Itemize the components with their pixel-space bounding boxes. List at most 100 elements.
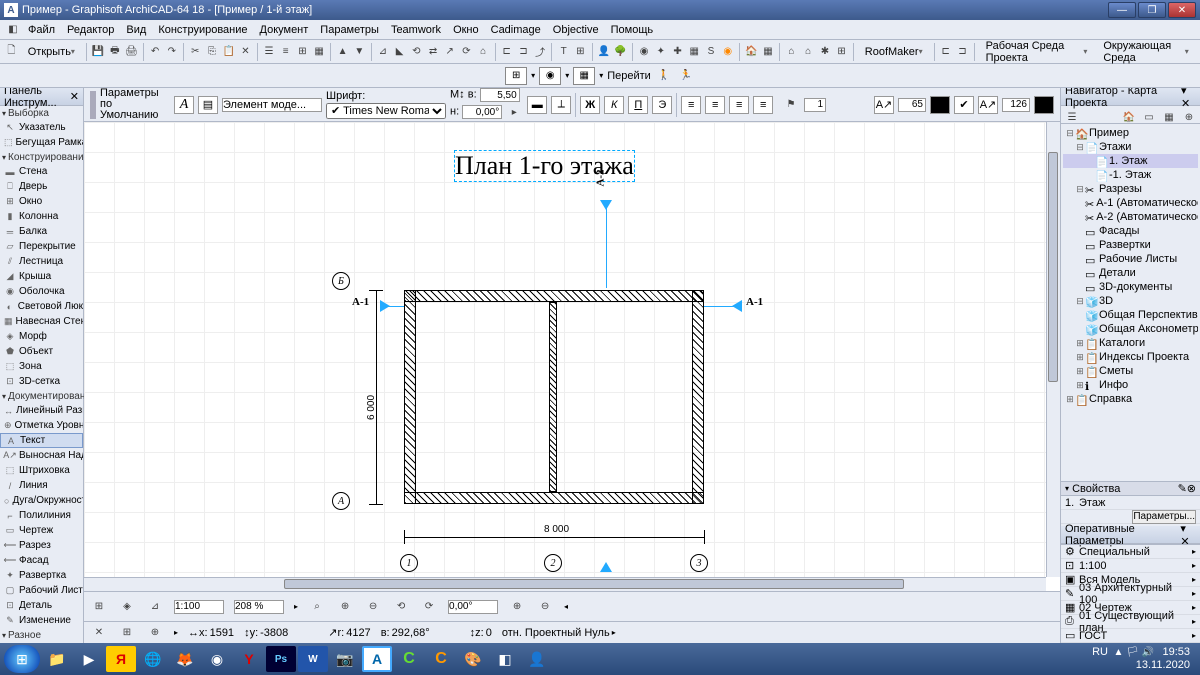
angle-input[interactable] (462, 105, 502, 119)
t31-icon[interactable]: ✱ (818, 43, 833, 61)
t7-icon[interactable]: ⊿ (376, 43, 391, 61)
t25-icon[interactable]: S (704, 43, 719, 61)
infobox-layer-button[interactable]: ▤ (198, 96, 218, 114)
tool-Рабочий Лист[interactable]: ▢Рабочий Лист (0, 583, 83, 598)
paste-icon[interactable]: 📋 (221, 43, 236, 61)
tool-Колонна[interactable]: ▮Колонна (0, 209, 83, 224)
op-Специальный[interactable]: ⚙Специальный▸ (1061, 545, 1200, 559)
save-icon[interactable]: 💾 (91, 43, 106, 61)
tree--1. Этаж[interactable]: 📄-1. Этаж (1063, 168, 1198, 182)
tree-Инфо[interactable]: ⊞ℹИнфо (1063, 378, 1198, 392)
t11-icon[interactable]: ↗ (442, 43, 457, 61)
start-button[interactable]: ⊞ (4, 645, 40, 673)
zoom-out-icon[interactable]: ⊖ (364, 598, 382, 616)
t3-icon[interactable]: ⊞ (295, 43, 310, 61)
surround-button[interactable]: Окружающая Среда (1096, 43, 1195, 61)
tool-Дверь[interactable]: ⎕Дверь (0, 179, 83, 194)
tb-ps-icon[interactable]: Ps (266, 646, 296, 672)
cb1-icon[interactable]: ✕ (90, 624, 108, 642)
tool-Текст[interactable]: AТекст (0, 433, 83, 448)
tree-Рабочие Листы[interactable]: ▭Рабочие Листы (1063, 252, 1198, 266)
tree-Этажи[interactable]: ⊟📄Этажи (1063, 140, 1198, 154)
menu-edit[interactable]: Редактор (61, 24, 120, 36)
flag-icon[interactable]: ⚑ (782, 96, 800, 114)
tool-Штриховка[interactable]: ⬚Штриховка (0, 463, 83, 478)
t34-icon[interactable]: ⊐ (955, 43, 970, 61)
align-btn1[interactable]: ▬ (527, 96, 547, 114)
tb-ybrowser-icon[interactable]: Y (234, 646, 264, 672)
swatch1[interactable] (930, 96, 950, 114)
v-scrollbar[interactable] (1046, 122, 1060, 577)
align-center-button[interactable]: ≡ (705, 96, 725, 114)
tb-media-icon[interactable]: ▶ (74, 646, 104, 672)
tree-3D-документы[interactable]: ▭3D-документы (1063, 280, 1198, 294)
sb-ang-icon[interactable]: ⊕ (508, 598, 526, 616)
nav-walk-icon[interactable]: 🏃 (677, 67, 695, 85)
t2-icon[interactable]: ≡ (278, 43, 293, 61)
new-icon[interactable]: 🗋 (4, 43, 19, 61)
zoom-fit-icon[interactable]: ⌕ (308, 598, 326, 616)
tree-Общая Перспектива[interactable]: 🧊Общая Перспектива (1063, 308, 1198, 322)
canvas[interactable]: План 1-го этажа 8 000 6 000 (84, 122, 1060, 591)
zoom-input[interactable] (234, 600, 284, 614)
swatch2[interactable] (1034, 96, 1054, 114)
tree-3D[interactable]: ⊟🧊3D (1063, 294, 1198, 308)
tree-1. Этаж[interactable]: 📄1. Этаж (1063, 154, 1198, 168)
tb-chrome-icon[interactable]: 🌐 (138, 646, 168, 672)
tb-app4-icon[interactable]: 👤 (522, 646, 552, 672)
sb3-icon[interactable]: ⊿ (146, 598, 164, 616)
menu-options[interactable]: Параметры (314, 24, 385, 36)
tool-Развертка[interactable]: ✦Развертка (0, 568, 83, 583)
tree-Детали[interactable]: ▭Детали (1063, 266, 1198, 280)
infobox-element-button[interactable]: Элемент моде... (222, 98, 322, 112)
t29-icon[interactable]: ⌂ (784, 43, 799, 61)
toolcat-document[interactable]: Документирование (0, 389, 83, 403)
align-just-button[interactable]: ≡ (753, 96, 773, 114)
t33-icon[interactable]: ⊏ (938, 43, 953, 61)
tool-Оболочка[interactable]: ◉Оболочка (0, 284, 83, 299)
tb-archicad-icon[interactable]: A (362, 646, 392, 672)
t14-icon[interactable]: ⊏ (499, 43, 514, 61)
align-right-button[interactable]: ≡ (729, 96, 749, 114)
t24-icon[interactable]: ▦ (687, 43, 702, 61)
font-select[interactable]: ✔ Times New RomanTimes New Roman (326, 103, 446, 119)
tool-panel-close-icon[interactable]: ✕ (70, 90, 79, 103)
cb2-icon[interactable]: ⊞ (118, 624, 136, 642)
cut-icon[interactable]: ✂ (188, 43, 203, 61)
t30-icon[interactable]: ⌂ (801, 43, 816, 61)
t28-icon[interactable]: ▦ (761, 43, 776, 61)
tool-Лестница[interactable]: ⫽Лестница (0, 254, 83, 269)
t6-icon[interactable]: ▼ (352, 43, 367, 61)
maximize-button[interactable]: ❐ (1138, 2, 1166, 18)
tree-Развертки[interactable]: ▭Развертки (1063, 238, 1198, 252)
op-ГОСТ[interactable]: ▭ГОСТ▸ (1061, 629, 1200, 643)
menu-view[interactable]: Вид (120, 24, 152, 36)
tool-Навесная Стена[interactable]: ▦Навесная Стена (0, 314, 83, 329)
tree-Разрезы[interactable]: ⊟✂Разрезы (1063, 182, 1198, 196)
menu-teamwork[interactable]: Teamwork (385, 24, 447, 36)
t13-icon[interactable]: ⌂ (476, 43, 491, 61)
t10-icon[interactable]: ⇄ (426, 43, 441, 61)
t18-icon[interactable]: ⊞ (573, 43, 588, 61)
infobox-a-button[interactable]: A (174, 96, 194, 114)
menu-help[interactable]: Помощь (605, 24, 660, 36)
menu-document[interactable]: Документ (254, 24, 315, 36)
t26-icon[interactable]: ◉ (720, 43, 735, 61)
toolcat-construction[interactable]: Конструирование (0, 150, 83, 164)
pen1-input[interactable] (898, 98, 926, 112)
tool-Зона[interactable]: ⬚Зона (0, 359, 83, 374)
t27-icon[interactable]: 🏠 (744, 43, 759, 61)
align-btn2[interactable]: ⟂ (551, 96, 571, 114)
undo-icon[interactable]: ↶ (148, 43, 163, 61)
tb-yandex-icon[interactable]: Я (106, 646, 136, 672)
view1-button[interactable]: ⊞ (505, 67, 527, 85)
tb-app2-icon[interactable]: 🎨 (458, 646, 488, 672)
tb-app3-icon[interactable]: ◧ (490, 646, 520, 672)
tool-Морф[interactable]: ◈Морф (0, 329, 83, 344)
tool-Линия[interactable]: /Линия (0, 478, 83, 493)
tool-3D-сетка[interactable]: ⊡3D-сетка (0, 374, 83, 389)
scale-input[interactable] (174, 600, 224, 614)
delete-icon[interactable]: ✕ (238, 43, 253, 61)
t32-icon[interactable]: ⊞ (834, 43, 849, 61)
tb-c1-icon[interactable]: C (394, 646, 424, 672)
